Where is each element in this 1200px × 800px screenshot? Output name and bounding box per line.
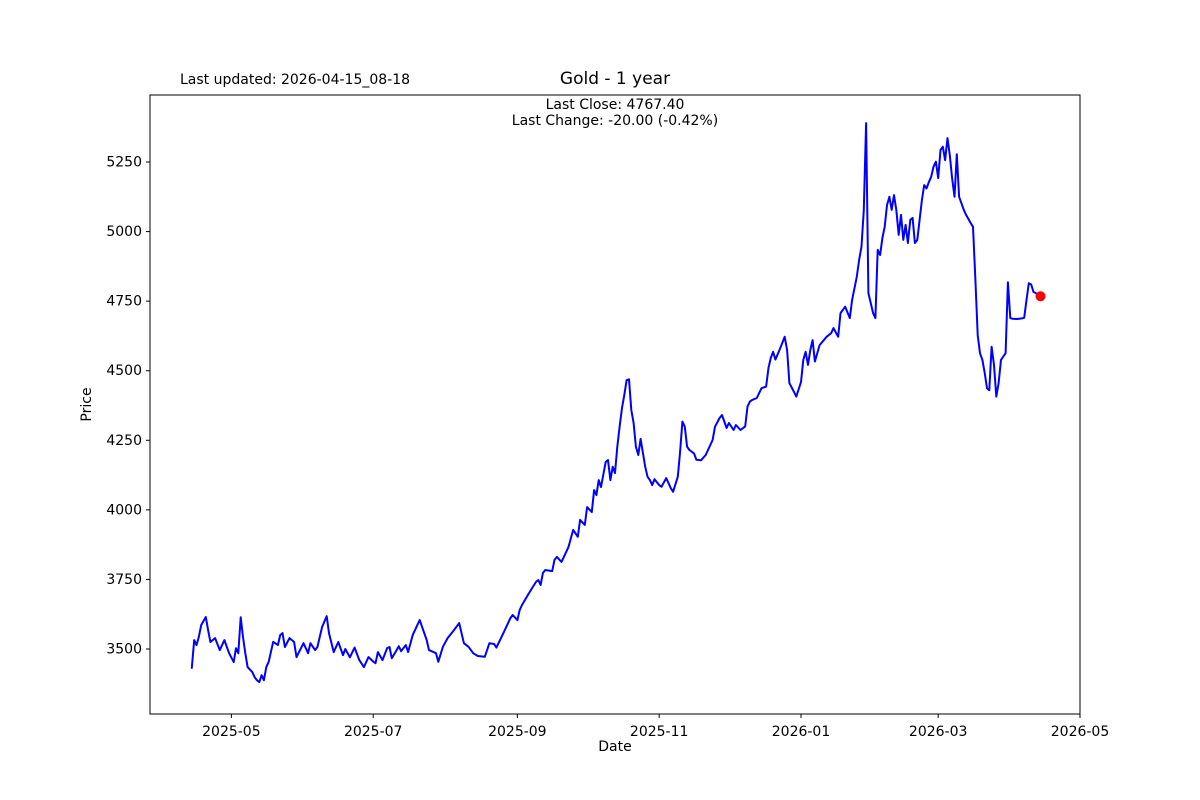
chart-title: Gold - 1 year <box>559 69 671 89</box>
y-tick-label: 4500 <box>106 363 142 379</box>
y-tick-label: 3750 <box>106 572 142 588</box>
x-tick-label: 2025-09 <box>488 724 547 740</box>
x-axis-label: Date <box>598 739 631 755</box>
last-close-annotation: Last Close: 4767.40 Last Change: -20.00 … <box>150 97 1080 129</box>
y-tick-label: 4000 <box>106 502 142 518</box>
annotation-last-close: Last Close: 4767.40 <box>545 97 685 113</box>
y-tick-label: 4250 <box>106 433 142 449</box>
x-tick-label: 2026-05 <box>1051 724 1110 740</box>
x-tick-label: 2026-01 <box>772 724 831 740</box>
y-axis-label: Price <box>79 387 95 421</box>
y-tick-label: 3500 <box>106 641 142 657</box>
y-tick-label: 5000 <box>106 224 142 240</box>
x-tick-label: 2026-03 <box>909 724 968 740</box>
y-tick-label: 5250 <box>106 155 142 171</box>
annotation-last-change: Last Change: -20.00 (-0.42%) <box>511 113 719 129</box>
x-tick-label: 2025-05 <box>202 724 261 740</box>
last-price-marker <box>1035 291 1046 302</box>
last-updated-text: Last updated: 2026-04-15_08-18 <box>180 72 411 88</box>
axes-box <box>149 94 1081 715</box>
x-tick-label: 2025-11 <box>630 724 689 740</box>
y-tick-label: 4750 <box>106 294 142 310</box>
x-tick-label: 2025-07 <box>344 724 403 740</box>
price-line <box>190 122 1042 684</box>
